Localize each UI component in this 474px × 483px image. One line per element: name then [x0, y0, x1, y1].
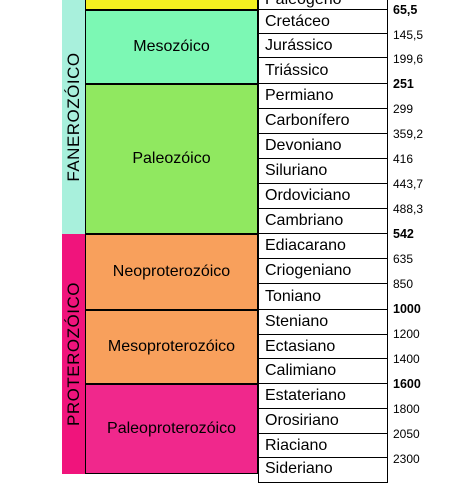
period-devoniano: Devoniano [258, 134, 388, 159]
era-mesozoico: Mesozóico [86, 10, 258, 84]
period-riaciano: Riaciano [258, 434, 388, 458]
age-label: 145,5 [393, 28, 424, 42]
period-triassico: Triássico [258, 58, 388, 84]
period-ediacarano: Ediacarano [258, 234, 388, 259]
period-steniano: Steniano [258, 310, 388, 335]
eon-fanerozoico-label: FANEROZÓICO [63, 52, 83, 182]
period-criogeniano: Criogeniano [258, 259, 388, 284]
era-paleoproterozoico: Paleoproterozóico [86, 384, 258, 474]
age-label: 251 [393, 77, 414, 91]
age-label: 542 [393, 227, 414, 241]
period-jurassico: Jurássico [258, 34, 388, 58]
period-permiano: Permiano [258, 84, 388, 109]
age-label: 299 [393, 102, 414, 116]
age-label: 1000 [393, 302, 421, 316]
period-siluriano: Siluriano [258, 159, 388, 184]
era-mesoproterozoico: Mesoproterozóico [86, 310, 258, 384]
age-label: 635 [393, 252, 414, 266]
period-ordoviciano: Ordoviciano [258, 184, 388, 209]
age-label: 1600 [393, 377, 421, 391]
age-label: 1200 [393, 327, 420, 341]
age-label: 65,5 [393, 3, 418, 17]
age-label: 488,3 [393, 202, 424, 216]
period-ectasiano: Ectasiano [258, 335, 388, 359]
age-label: 2300 [393, 452, 420, 466]
age-label: 199,6 [393, 52, 424, 66]
period-sideriano: Sideriano [258, 458, 388, 483]
age-label: 359,2 [393, 127, 424, 141]
period-orosiriano: Orosiriano [258, 409, 388, 434]
age-label: 2050 [393, 427, 420, 441]
period-calimiano: Calimiano [258, 359, 388, 384]
era-paleozoico: Paleozóico [86, 84, 258, 234]
era-neoproterozoico: Neoproterozóico [86, 234, 258, 310]
era-cenozoico [86, 0, 258, 10]
age-label: 850 [393, 277, 414, 291]
period-cretaceo: Cretáceo [258, 10, 388, 34]
age-label: 416 [393, 152, 414, 166]
age-label: 443,7 [393, 177, 424, 191]
period-estateriano: Estateriano [258, 384, 388, 409]
eon-fanerozoico: FANEROZÓICO [62, 0, 86, 234]
period-toniano: Toniano [258, 284, 388, 310]
period-carbonifero: Carbonífero [258, 109, 388, 134]
period-paleogeno: Paleogeno [258, 0, 388, 10]
age-label: 1400 [393, 352, 420, 366]
period-cambriano: Cambriano [258, 209, 388, 234]
eon-proterozoico: PROTEROZÓICO [62, 234, 86, 474]
age-label: 1800 [393, 402, 420, 416]
eon-proterozoico-label: PROTEROZÓICO [63, 282, 83, 426]
